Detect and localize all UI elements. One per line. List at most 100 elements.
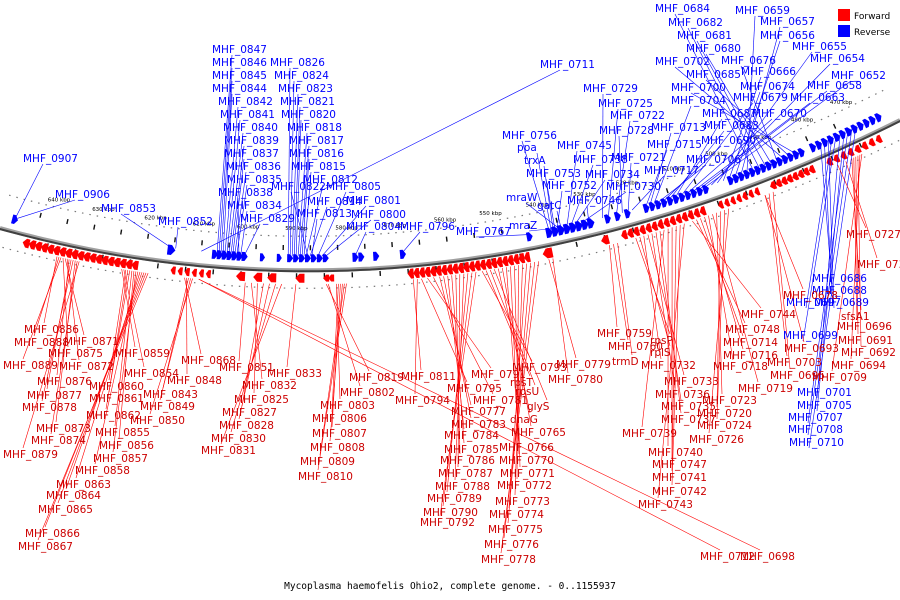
- forward-label-connector: [22, 257, 62, 360]
- forward-gene-label: MHF_0732: [641, 360, 696, 372]
- reverse-label-connector: [728, 91, 761, 179]
- position-tick: [575, 241, 578, 247]
- kbp-tick-label: 590 kbp: [285, 226, 308, 232]
- forward-gene-arrow: [868, 137, 876, 147]
- position-tick: [156, 263, 159, 269]
- forward-gene-label: rpsP: [650, 335, 673, 347]
- forward-gene-label: MHF_0780: [548, 374, 603, 386]
- forward-label-connector: [647, 234, 685, 376]
- forward-gene-arrow: [413, 267, 420, 279]
- reverse-gene-arrow: [322, 254, 329, 263]
- position-tick: [749, 158, 753, 165]
- kbp-tick-label: 550 kbp: [479, 211, 502, 217]
- forward-gene-label: MHF_0776: [484, 539, 539, 551]
- forward-gene-label: MHF_0859: [115, 348, 170, 360]
- forward-gene-arrow: [418, 267, 426, 278]
- reverse-label-connector: [740, 26, 781, 175]
- forward-swatch: [838, 9, 850, 21]
- reverse-gene-label: MHF_0725: [598, 98, 653, 110]
- forward-gene-label: MHF_0810: [298, 471, 353, 483]
- reverse-gene-arrow: [856, 121, 864, 131]
- reverse-gene-arrow: [814, 140, 822, 150]
- forward-gene-label: MHF_0760: [608, 341, 663, 353]
- forward-label-connector: [238, 283, 270, 420]
- forward-gene-arrow: [601, 234, 610, 245]
- reverse-label-connector: [17, 199, 76, 219]
- forward-label-connector: [850, 154, 861, 360]
- forward-gene-label: MHF_0876: [37, 376, 92, 388]
- forward-gene-label: MHF_0854: [124, 368, 179, 380]
- forward-label-connector: [641, 229, 665, 428]
- reverse-gene-label: MHF_0721: [611, 152, 666, 164]
- reverse-gene-label: MHF_0700: [671, 82, 726, 94]
- reverse-label-connector: [616, 120, 631, 215]
- reverse-gene-arrow: [654, 200, 662, 210]
- forward-gene-arrow: [633, 226, 641, 237]
- forward-gene-label: MHF_0848: [167, 375, 222, 387]
- forward-gene-label: MHF_0789: [427, 493, 482, 505]
- forward-gene-label: MHF_0766: [499, 442, 554, 454]
- reverse-gene-label: MHF_0652: [831, 70, 886, 82]
- reverse-label-connector: [201, 69, 561, 252]
- reverse-label-connector: [234, 171, 247, 254]
- reverse-label-connector: [802, 134, 837, 342]
- forward-label-connector: [55, 260, 76, 423]
- reverse-label-connector: [556, 190, 563, 229]
- forward-gene-label: MHF_0874: [31, 435, 86, 447]
- forward-label-connector: [659, 231, 682, 414]
- forward-gene-label: MHF_0888: [14, 337, 69, 349]
- reverse-label-connector: [699, 90, 828, 190]
- forward-gene-label: MHF_0733: [664, 376, 719, 388]
- forward-gene-label: MHF_0735: [661, 401, 716, 413]
- reverse-gene-label: MHF_0814: [307, 196, 362, 208]
- reverse-gene-arrow: [775, 157, 783, 167]
- reverse-label-connector: [299, 145, 310, 257]
- reverse-gene-label: MHF_0654: [810, 53, 865, 65]
- forward-label-connector: [105, 270, 131, 410]
- forward-gene-arrow: [407, 268, 415, 279]
- forward-gene-label: trmD: [612, 356, 639, 368]
- reverse-gene-arrow: [358, 252, 365, 262]
- forward-label-connector: [159, 278, 191, 401]
- reverse-gene-label: MHF_0659: [735, 5, 790, 17]
- reverse-gene-label: MHF_0706: [686, 154, 741, 166]
- reverse-gene-label: MHF_0838: [218, 187, 273, 199]
- reverse-gene-label: MHF_0813: [297, 208, 352, 220]
- reverse-label-connector: [232, 158, 245, 254]
- legend: Forward Reverse: [838, 9, 891, 38]
- reverse-gene-label: trxA: [524, 155, 546, 167]
- forward-gene-arrow: [191, 268, 198, 277]
- forward-gene-label: MHF_0739: [622, 428, 677, 440]
- forward-gene-label: MHF_0772: [497, 480, 552, 492]
- reverse-gene-label: MHF_0812: [303, 174, 358, 186]
- reverse-label-connector: [297, 132, 308, 257]
- reverse-gene-label: MHF_0837: [224, 148, 279, 160]
- reverse-label-connector: [570, 164, 594, 226]
- forward-gene-arrow: [83, 252, 91, 262]
- forward-gene-label: MHF_0862: [86, 410, 141, 422]
- reverse-gene-arrow: [695, 186, 703, 197]
- reverse-gene-arrow: [525, 232, 533, 242]
- reverse-gene-arrow: [310, 254, 317, 263]
- reverse-gene-label: MHF_0835: [227, 174, 282, 186]
- forward-gene-arrow: [34, 241, 43, 252]
- forward-gene-arrow: [518, 253, 526, 264]
- reverse-gene-label: MHF_0730: [606, 181, 661, 193]
- reverse-label-connector: [237, 197, 240, 255]
- forward-gene-arrow: [64, 248, 73, 259]
- reverse-gene-label: MHF_0682: [668, 17, 723, 29]
- reverse-gene-arrow: [701, 184, 709, 195]
- forward-gene-label: MHF_0788: [435, 481, 490, 493]
- forward-gene-label: sfsA1: [841, 311, 870, 323]
- reverse-gene-arrow: [211, 249, 218, 259]
- reverse-gene-label: MHF_0841: [220, 109, 275, 121]
- forward-gene-label: MHF_0849: [140, 401, 195, 413]
- forward-gene-arrow: [468, 261, 476, 272]
- reverse-label-connector: [543, 165, 554, 230]
- position-tick: [638, 196, 641, 202]
- reverse-gene-label: MHF_0685: [686, 69, 741, 81]
- reverse-gene-arrow: [562, 223, 571, 235]
- forward-gene-arrow: [754, 187, 761, 196]
- forward-gene-label: MHF_0795: [447, 383, 502, 395]
